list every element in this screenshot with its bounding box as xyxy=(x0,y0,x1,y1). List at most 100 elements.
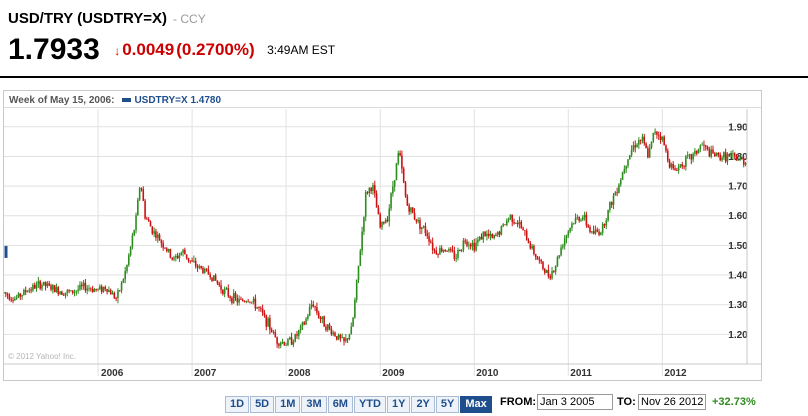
candle-body xyxy=(93,288,96,292)
candle-body xyxy=(205,268,208,270)
chart-canvas[interactable]: 1.20 1.30 1.40 1.50 1.60 1.70 1.80 1.90 © 2012 Y… xyxy=(4,91,761,380)
candle-body xyxy=(478,236,481,240)
range-button-6m[interactable]: 6M xyxy=(327,396,353,413)
price-chart[interactable]: Week of May 15, 2006: USDTRY=X 1.4780 1.2… xyxy=(3,90,762,381)
quote-time: 3:49AM EST xyxy=(267,43,336,57)
candle-body xyxy=(553,270,555,272)
candle-body xyxy=(147,219,150,222)
candle-body xyxy=(68,290,70,292)
candle-body xyxy=(493,235,495,239)
candle-body xyxy=(560,247,562,256)
candle-body xyxy=(64,292,67,296)
candle-body xyxy=(509,214,512,219)
candle-body xyxy=(79,284,81,290)
candle-body xyxy=(355,279,358,300)
candle-body xyxy=(274,332,277,338)
candle-body xyxy=(701,144,703,146)
candle-body xyxy=(596,229,599,232)
range-button-1m[interactable]: 1M xyxy=(275,396,301,413)
range-button-ytd[interactable]: YTD xyxy=(353,396,386,413)
candle-body xyxy=(419,220,421,229)
candle-body xyxy=(290,337,293,345)
candle-body xyxy=(607,209,609,221)
candle-body xyxy=(372,185,374,191)
candle-body xyxy=(395,163,398,181)
candle-body xyxy=(578,217,580,221)
candle-body xyxy=(249,301,251,303)
candle-body xyxy=(131,235,134,247)
candle-body xyxy=(90,288,92,290)
candle-body xyxy=(614,192,617,196)
candle-body xyxy=(185,254,188,258)
candle-body xyxy=(317,312,320,318)
candle-body xyxy=(184,249,186,255)
candle-body xyxy=(527,240,530,244)
candle-body xyxy=(681,164,684,167)
candle-body xyxy=(652,132,655,142)
candle-body xyxy=(319,317,322,320)
candle-body xyxy=(352,317,354,327)
candle-body xyxy=(516,222,519,225)
candle-body xyxy=(464,240,467,242)
candle-body xyxy=(171,257,174,260)
candle-body xyxy=(558,255,561,258)
candle-body xyxy=(484,231,486,237)
candle-body xyxy=(739,158,741,160)
candle-body xyxy=(122,279,125,283)
candle-body xyxy=(41,284,43,289)
candle-body xyxy=(659,135,662,140)
header-divider xyxy=(0,76,808,78)
candle-body xyxy=(506,220,508,226)
x-tick-label: 2007 xyxy=(194,368,217,379)
exchange-label: - CCY xyxy=(173,12,206,26)
candle-body xyxy=(345,338,347,342)
candle-body xyxy=(55,287,58,293)
candle-body xyxy=(6,293,9,296)
candle-body xyxy=(513,221,515,224)
candle-body xyxy=(417,220,419,222)
range-button-1d[interactable]: 1D xyxy=(225,396,250,413)
candle-body xyxy=(28,289,31,292)
candle-body xyxy=(531,246,533,249)
candle-body xyxy=(364,192,367,217)
candle-body xyxy=(383,221,385,224)
candle-body xyxy=(421,227,423,229)
y-tick-label: 1.70 xyxy=(728,182,748,193)
candle-body xyxy=(12,299,14,301)
candle-body xyxy=(643,136,646,144)
range-button-5d[interactable]: 5D xyxy=(250,396,275,413)
candle-body xyxy=(574,217,577,224)
candle-body xyxy=(229,296,231,298)
candle-body xyxy=(140,188,143,190)
candle-body xyxy=(332,332,334,335)
candle-body xyxy=(446,251,448,252)
range-button-2y[interactable]: 2Y xyxy=(411,396,435,413)
candle-body xyxy=(196,266,199,268)
candle-body xyxy=(354,299,356,318)
candle-body xyxy=(100,286,103,292)
range-button-3m[interactable]: 3M xyxy=(301,396,327,413)
candle-body xyxy=(106,289,108,292)
range-button-max[interactable]: Max xyxy=(460,396,492,413)
range-button-1y[interactable]: 1Y xyxy=(386,396,411,413)
candle-body xyxy=(500,226,503,235)
candle-body xyxy=(428,235,430,242)
candle-body xyxy=(167,249,170,252)
to-date-input[interactable] xyxy=(638,394,706,410)
candle-body xyxy=(706,146,709,150)
candle-body xyxy=(522,228,524,231)
candle-body xyxy=(260,307,262,309)
candle-body xyxy=(742,159,745,165)
candle-body xyxy=(683,166,685,168)
from-date-input[interactable] xyxy=(537,394,613,410)
candle-body xyxy=(549,276,552,279)
candle-body xyxy=(571,223,573,228)
candle-body xyxy=(688,154,691,156)
candle-body xyxy=(164,247,166,249)
range-button-5y[interactable]: 5Y xyxy=(435,396,460,413)
candle-body xyxy=(694,150,696,154)
candle-body xyxy=(583,214,586,218)
candle-body xyxy=(543,268,546,273)
candle-body xyxy=(661,136,664,140)
candle-body xyxy=(91,289,94,292)
